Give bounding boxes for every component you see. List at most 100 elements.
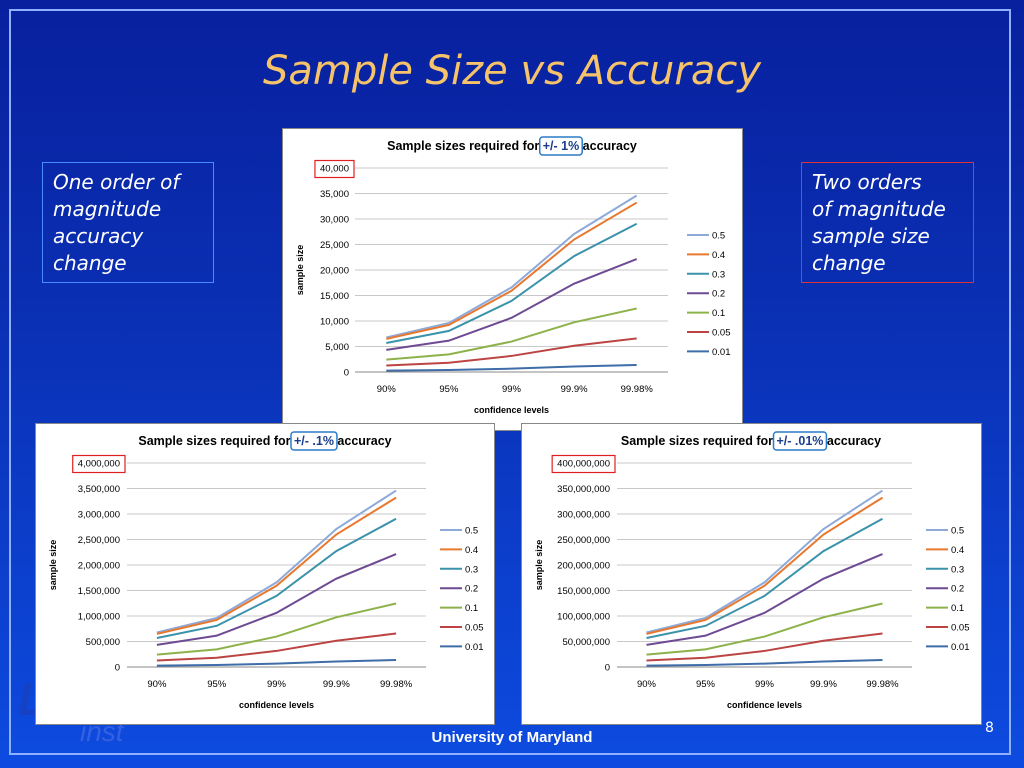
x-axis-label: confidence levels (474, 405, 549, 415)
series-line-0p01 (646, 659, 883, 667)
legend-label: 0.01 (951, 642, 970, 653)
legend-label: 0.05 (465, 623, 484, 634)
chart-title: Sample sizes required for +/- .1% accura… (138, 434, 391, 448)
x-tick-label: 99.98% (621, 384, 654, 395)
x-tick-label: 95% (207, 679, 227, 690)
series-line-0p3 (156, 517, 397, 639)
y-tick-label: 3,500,000 (78, 484, 120, 495)
y-tick-label: 100,000,000 (557, 612, 610, 623)
y-tick-label: 40,000 (320, 164, 349, 175)
chart-title-accuracy: +/- .1% (294, 434, 334, 448)
note-accuracy-change: One order of magnitude accuracy change (42, 162, 214, 283)
series-line-0p01 (156, 659, 397, 667)
chart-title-prefix: Sample sizes required for (138, 434, 294, 448)
legend-label: 0.05 (712, 328, 731, 339)
y-tick-label: 0 (605, 663, 610, 674)
legend-label: 0.3 (951, 564, 964, 575)
y-tick-label: 2,000,000 (78, 561, 120, 572)
legend-label: 0.05 (951, 623, 970, 634)
y-tick-label: 10,000 (320, 317, 349, 328)
y-tick-label: 250,000,000 (557, 535, 610, 546)
x-tick-label: 99.9% (323, 679, 350, 690)
y-tick-label: 350,000,000 (557, 484, 610, 495)
y-tick-label: 0 (115, 663, 120, 674)
legend-label: 0.4 (465, 545, 478, 556)
series-line-0p3 (386, 222, 638, 344)
chart-title: Sample sizes required for +/- .01% accur… (621, 434, 881, 448)
y-tick-label: 4,000,000 (78, 459, 120, 470)
series-line-0p1 (646, 602, 883, 656)
x-tick-label: 95% (696, 679, 716, 690)
y-tick-label: 25,000 (320, 240, 349, 251)
x-tick-label: 99% (267, 679, 287, 690)
y-tick-label: 5,000 (325, 342, 349, 353)
legend-label: 0.01 (465, 642, 484, 653)
max-tick-highlight-box (551, 454, 616, 474)
chart-svg: Sample sizes required for +/- 1% accurac… (295, 136, 731, 415)
page-number: 8 (985, 720, 994, 736)
x-tick-label: 90% (377, 384, 397, 395)
chart-1pct-accuracy: Sample sizes required for +/- 1% accurac… (282, 128, 743, 431)
y-tick-label: 3,000,000 (78, 510, 120, 521)
x-axis-label: confidence levels (239, 700, 314, 710)
x-tick-label: 99.98% (380, 679, 413, 690)
y-tick-label: 30,000 (320, 215, 349, 226)
accuracy-highlight-box (772, 431, 828, 451)
y-tick-label: 50,000,000 (562, 637, 610, 648)
chart-title-suffix: accuracy (334, 434, 392, 448)
chart-title: Sample sizes required for +/- 1% accurac… (387, 139, 637, 153)
x-tick-label: 99.9% (810, 679, 837, 690)
x-tick-label: 99% (755, 679, 775, 690)
legend-label: 0.5 (465, 526, 478, 537)
chart-title-suffix: accuracy (823, 434, 881, 448)
x-tick-label: 90% (637, 679, 657, 690)
series-line-0p1 (386, 307, 637, 361)
x-tick-label: 99% (502, 384, 522, 395)
accuracy-highlight-box (538, 136, 583, 156)
chart-point01pct-accuracy: Sample sizes required for +/- .01% accur… (521, 423, 982, 725)
chart-title-prefix: Sample sizes required for (387, 139, 543, 153)
y-tick-label: 20,000 (320, 266, 349, 277)
y-axis-label: sample size (534, 540, 544, 591)
legend-label: 0.4 (951, 545, 964, 556)
chart-title-prefix: Sample sizes required for (621, 434, 777, 448)
y-tick-label: 400,000,000 (557, 459, 610, 470)
chart-svg: Sample sizes required for +/- .1% accura… (48, 431, 484, 710)
x-tick-label: 99.98% (866, 679, 899, 690)
footer-institution: University of Maryland (431, 729, 593, 746)
legend-label: 0.3 (465, 564, 478, 575)
legend-label: 0.01 (712, 347, 731, 358)
y-tick-label: 1,500,000 (78, 586, 120, 597)
max-tick-highlight-box (72, 454, 126, 474)
legend-label: 0.2 (465, 584, 478, 595)
legend-label: 0.1 (712, 308, 725, 319)
chart-title-accuracy: +/- 1% (543, 139, 579, 153)
note-sample-size-change: Two orders of magnitude sample size chan… (801, 162, 974, 283)
chart-title-accuracy: +/- .01% (777, 434, 824, 448)
y-axis-label: sample size (48, 540, 58, 591)
slide-border (9, 9, 1011, 755)
x-tick-label: 99.9% (561, 384, 588, 395)
y-tick-label: 15,000 (320, 291, 349, 302)
legend-label: 0.4 (712, 250, 725, 261)
y-tick-label: 0 (344, 368, 349, 379)
x-tick-label: 95% (439, 384, 459, 395)
legend-label: 0.1 (465, 603, 478, 614)
legend-label: 0.1 (951, 603, 964, 614)
y-tick-label: 500,000 (86, 637, 120, 648)
accuracy-highlight-box (290, 431, 338, 451)
x-tick-label: 90% (147, 679, 167, 690)
y-tick-label: 35,000 (320, 189, 349, 200)
legend-label: 0.2 (712, 289, 725, 300)
chart-title-suffix: accuracy (579, 139, 637, 153)
chart-svg: Sample sizes required for +/- .01% accur… (534, 431, 970, 710)
y-tick-label: 1,000,000 (78, 612, 120, 623)
legend-label: 0.5 (951, 526, 964, 537)
legend-label: 0.5 (712, 231, 725, 242)
slide-title: Sample Size vs Accuracy (262, 48, 762, 94)
legend-label: 0.2 (951, 584, 964, 595)
y-tick-label: 150,000,000 (557, 586, 610, 597)
series-line-0p01 (386, 364, 637, 372)
y-axis-label: sample size (295, 245, 305, 296)
